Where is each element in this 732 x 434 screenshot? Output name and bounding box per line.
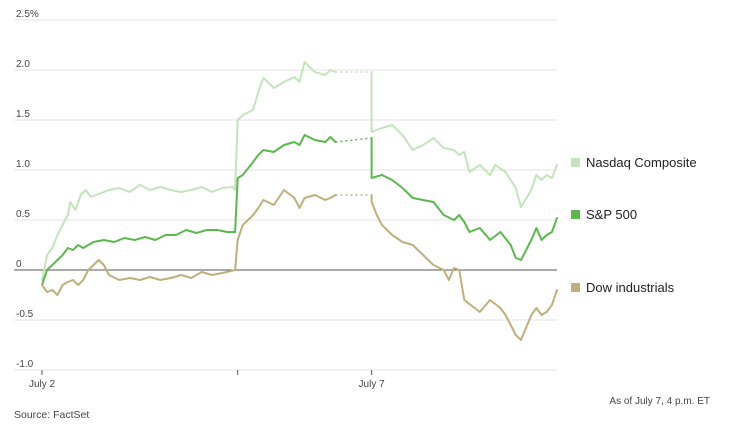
legend-label: Nasdaq Composite	[586, 155, 697, 170]
series-line-0	[41, 61, 558, 281]
legend-swatch	[571, 158, 580, 167]
y-tick-label: 0	[16, 259, 22, 270]
legend-label: Dow industrials	[586, 280, 675, 295]
x-tick-label: July 7	[359, 379, 386, 390]
gridlines	[14, 19, 557, 371]
legend-swatch	[571, 283, 580, 292]
legend-swatch	[571, 210, 580, 219]
as-of-note: As of July 7, 4 p.m. ET	[609, 396, 710, 407]
y-tick-label: 0.5	[16, 209, 30, 220]
source-note: Source: FactSet	[14, 409, 90, 421]
y-tick-label: -1.0	[16, 359, 34, 370]
y-tick-label: 2.5%	[16, 9, 39, 20]
legend-label: S&P 500	[586, 207, 637, 222]
y-axis-ticks: 2.5% 2.0 1.5 1.0 0.5 0 -0.5 -1.0	[16, 9, 39, 370]
y-tick-label: -0.5	[16, 309, 34, 320]
series-line-1	[41, 134, 558, 286]
y-tick-label: 2.0	[16, 59, 30, 70]
series-lines	[41, 61, 558, 341]
x-tick-label: July 2	[29, 379, 56, 390]
y-tick-label: 1.5	[16, 109, 30, 120]
series-line-2	[41, 189, 558, 341]
series-gap-1	[335, 137, 372, 143]
x-axis: July 2 July 7	[29, 370, 385, 390]
legend: Nasdaq Composite S&P 500 Dow industrials	[571, 155, 697, 295]
y-tick-label: 1.0	[16, 159, 30, 170]
